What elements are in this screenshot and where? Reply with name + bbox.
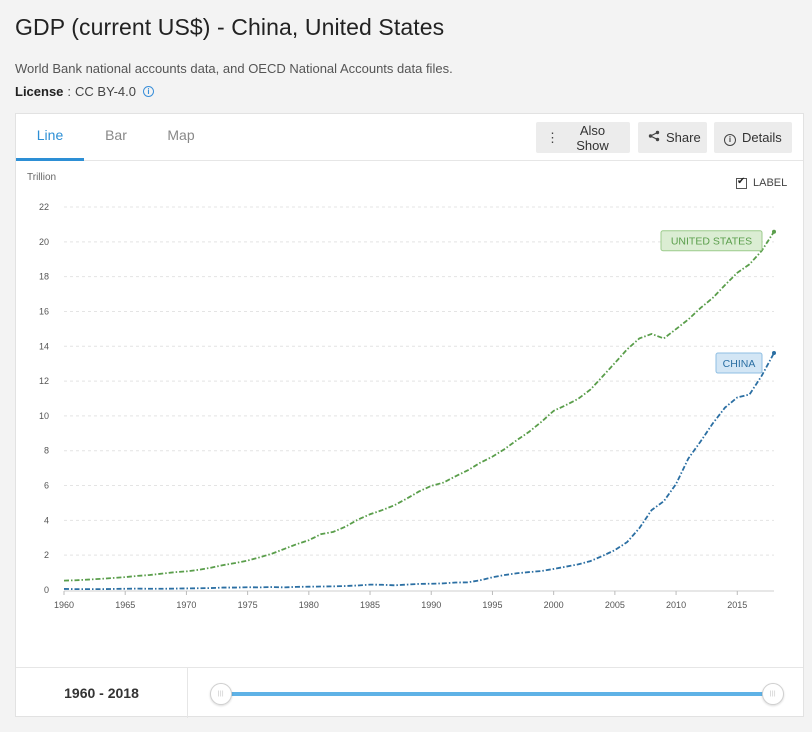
range-start-handle[interactable]: ||| [210, 683, 232, 705]
tab-bar[interactable]: Bar [105, 127, 127, 143]
range-slider-track[interactable] [221, 692, 776, 696]
series-endpoint-china [772, 351, 776, 356]
vertical-dots-icon: ⋮ [546, 129, 559, 145]
share-icon [648, 130, 660, 145]
view-tabs: Line Bar Map ⋮ Also Show Share i Details [16, 114, 803, 161]
x-tick-label: 1985 [360, 600, 380, 610]
range-end-handle[interactable]: ||| [762, 683, 784, 705]
series-label-box-united-states [660, 230, 763, 252]
license-value: CC BY-4.0 [75, 84, 136, 99]
tab-map[interactable]: Map [167, 127, 195, 143]
page-title: GDP (current US$) - China, United States [15, 14, 445, 40]
y-tick-label: 10 [39, 411, 49, 421]
x-tick-label: 2015 [727, 600, 747, 610]
info-circle-icon: i [724, 130, 736, 146]
license-separator: : [67, 84, 72, 99]
license-label: License [15, 84, 64, 99]
year-range-label: 1960 - 2018 [16, 668, 188, 718]
y-tick-label: 2 [44, 550, 49, 560]
x-tick-label: 2000 [544, 600, 564, 610]
share-label: Share [666, 130, 701, 145]
details-label: Details [742, 130, 782, 145]
also-show-label: Also Show [576, 122, 609, 153]
y-tick-label: 20 [39, 237, 49, 247]
license-line: License : CC BY-4.0 i [15, 84, 154, 99]
series-line-china [63, 352, 775, 591]
y-axis-unit: Trillion [27, 172, 57, 183]
series-endpoint-united-states [772, 229, 776, 234]
details-button[interactable]: i Details [714, 122, 792, 153]
y-tick-label: 12 [39, 376, 49, 386]
y-tick-label: 6 [44, 481, 49, 491]
label-checkbox[interactable] [736, 176, 747, 189]
tab-line[interactable]: Line [16, 114, 84, 161]
x-tick-label: 1990 [421, 600, 441, 610]
label-toggle-text: LABEL [753, 177, 788, 189]
series-label-china: CHINA [723, 358, 756, 370]
series-label-united-states: UNITED STATES [671, 236, 752, 248]
x-tick-label: 1965 [115, 600, 135, 610]
chart-card: Line Bar Map ⋮ Also Show Share i Details… [15, 113, 805, 718]
x-tick-label: 1975 [238, 600, 258, 610]
y-tick-label: 14 [39, 341, 49, 351]
chart-area: 0 2 4 6 8 10 12 14 16 18 20 22 1960 1965 1970 1975 1980 1… [16, 162, 805, 667]
info-icon[interactable]: i [142, 86, 154, 97]
y-tick-label: 22 [39, 202, 49, 212]
series-label-box-china [715, 352, 763, 374]
source-note: World Bank national accounts data, and O… [15, 61, 453, 76]
x-tick-label: 2010 [666, 600, 686, 610]
share-button[interactable]: Share [638, 122, 707, 153]
x-tick-label: 1980 [299, 600, 319, 610]
y-tick-label: 0 [44, 585, 49, 595]
line-chart: 0 2 4 6 8 10 12 14 16 18 20 22 1960 1965 1970 1975 1980 1… [39, 202, 776, 610]
series-line-united-states [63, 231, 775, 582]
x-tick-label: 1960 [54, 600, 74, 610]
y-tick-label: 4 [44, 515, 49, 525]
x-tick-label: 1970 [176, 600, 196, 610]
y-tick-label: 8 [44, 446, 49, 456]
x-tick-label: 1995 [482, 600, 502, 610]
x-tick-label: 2005 [605, 600, 625, 610]
y-tick-label: 16 [39, 306, 49, 316]
y-tick-label: 18 [39, 272, 49, 282]
range-footer: 1960 - 2018 ||| ||| [16, 667, 803, 718]
also-show-button[interactable]: ⋮ Also Show [536, 122, 630, 153]
label-toggle[interactable]: LABEL [736, 176, 788, 189]
